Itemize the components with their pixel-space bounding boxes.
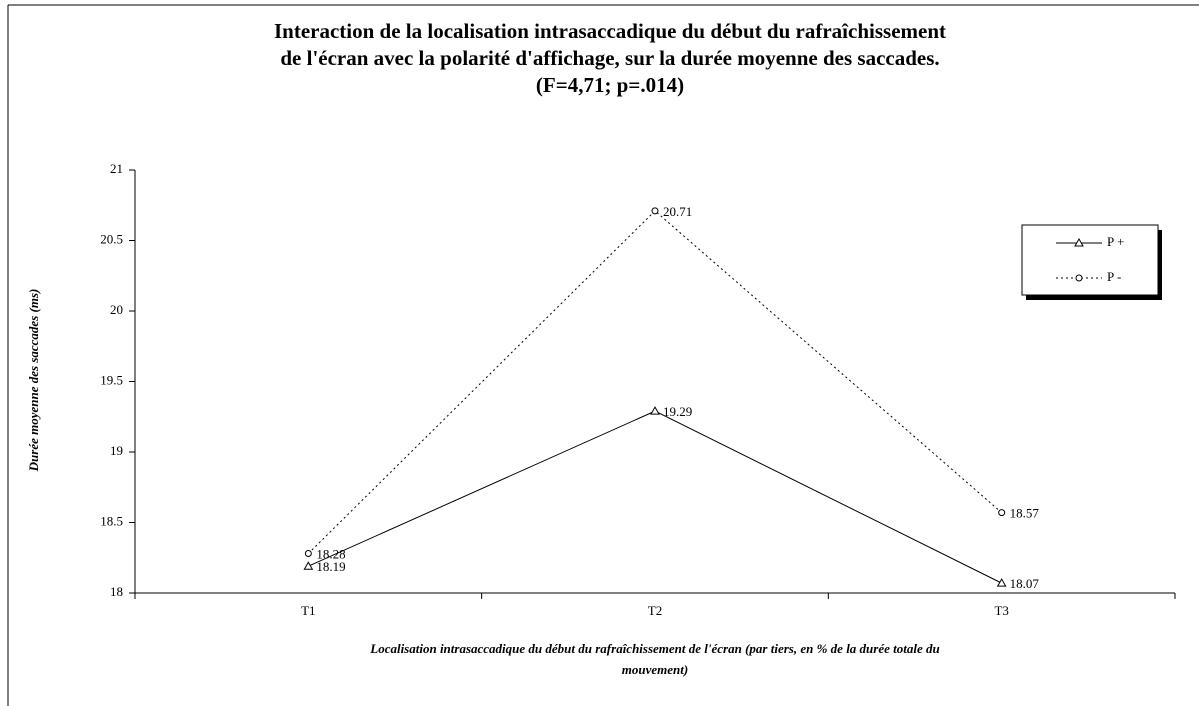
y-tick-label: 18	[110, 584, 123, 599]
legend-label: P -	[1107, 269, 1121, 284]
chart-title: Interaction de la localisation intrasacc…	[274, 19, 946, 43]
data-point	[304, 550, 312, 558]
y-tick-label: 19	[110, 443, 123, 458]
y-tick-label: 19.5	[100, 372, 123, 387]
data-point	[650, 406, 660, 415]
x-tick-label: T2	[648, 603, 662, 618]
legend-marker	[1075, 274, 1083, 282]
data-label: 18.28	[316, 547, 345, 562]
data-point	[303, 561, 314, 570]
x-axis-label: Localisation intrasaccadique du début du…	[369, 641, 939, 656]
y-tick-label: 20	[110, 302, 123, 317]
data-label: 18.57	[1010, 506, 1040, 521]
x-tick-label: T3	[994, 603, 1008, 618]
series-line	[308, 410, 1002, 584]
y-axis-label: Durée moyenne des saccades (ms)	[26, 289, 41, 473]
data-label: 18.07	[1010, 576, 1040, 591]
data-label: 18.19	[316, 559, 345, 574]
series-line	[307, 210, 1002, 554]
y-tick-label: 20.5	[100, 231, 123, 246]
chart-title: de l'écran avec la polarité d'affichage,…	[280, 46, 939, 70]
y-tick-label: 21	[110, 161, 123, 176]
data-point	[996, 578, 1007, 587]
data-point	[998, 509, 1006, 517]
legend-marker	[1074, 237, 1084, 247]
y-tick-label: 18.5	[100, 513, 123, 528]
x-tick-label: T1	[301, 603, 315, 618]
chart-title: (F=4,71; p=.014)	[536, 73, 684, 97]
data-label: 19.29	[663, 404, 692, 419]
legend	[1021, 224, 1159, 296]
data-label: 20.71	[663, 204, 692, 219]
x-axis-label: mouvement)	[622, 662, 688, 677]
legend-label: P +	[1107, 234, 1124, 249]
data-point	[651, 207, 659, 215]
